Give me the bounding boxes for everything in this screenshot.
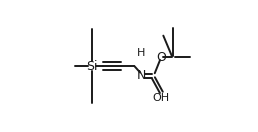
Text: H: H bbox=[137, 48, 146, 58]
Text: Si: Si bbox=[86, 60, 98, 72]
Text: O: O bbox=[156, 51, 166, 64]
Text: OH: OH bbox=[153, 93, 170, 103]
Text: N: N bbox=[137, 69, 146, 82]
